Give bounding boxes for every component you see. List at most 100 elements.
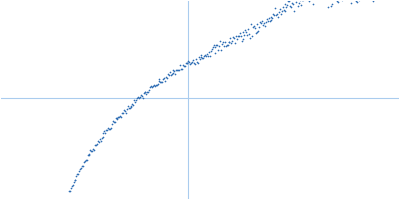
Point [156,79,163,82]
Point [280,8,287,11]
Point [117,114,124,118]
Point [236,34,242,38]
Point [250,24,257,27]
Point [192,62,198,65]
Point [300,0,306,1]
Point [104,129,110,132]
Point [282,2,289,6]
Point [72,179,79,182]
Point [280,5,286,8]
Point [224,43,231,46]
Point [96,137,103,140]
Point [245,27,251,30]
Point [271,13,278,16]
Point [263,21,269,24]
Point [95,139,101,142]
Point [287,5,293,8]
Point [190,59,196,62]
Point [264,17,270,20]
Point [154,84,160,87]
Point [248,22,254,25]
Point [110,119,116,122]
Point [131,98,138,102]
Point [260,23,266,26]
Point [234,38,240,41]
Point [272,7,278,10]
Point [254,30,261,33]
Point [182,64,188,67]
Point [270,12,276,16]
Point [246,33,252,36]
Point [68,184,75,187]
Point [127,106,134,109]
Point [325,5,332,8]
Point [172,72,178,75]
Point [294,4,301,7]
Point [207,54,213,58]
Point [100,131,107,134]
Point [151,83,157,87]
Point [173,69,180,72]
Point [305,0,311,1]
Point [120,111,126,114]
Point [99,136,106,139]
Point [205,55,211,58]
Point [239,38,246,41]
Point [269,16,276,19]
Point [194,60,200,63]
Point [81,161,87,164]
Point [268,16,275,19]
Point [244,33,250,37]
Point [89,150,96,153]
Point [152,83,159,87]
Point [328,4,334,8]
Point [80,164,86,168]
Point [94,142,100,146]
Point [107,127,113,130]
Point [334,0,340,3]
Point [92,143,98,146]
Point [250,26,256,29]
Point [85,154,92,157]
Point [78,167,84,170]
Point [174,69,180,72]
Point [144,90,150,93]
Point [211,52,218,55]
Point [241,33,248,36]
Point [278,12,284,15]
Point [126,106,133,109]
Point [290,2,296,5]
Point [178,67,184,70]
Point [154,82,161,85]
Point [273,13,279,17]
Point [98,139,104,142]
Point [196,55,202,58]
Point [132,100,138,103]
Point [199,57,206,60]
Point [253,22,260,25]
Point [238,40,245,43]
Point [267,19,274,22]
Point [157,80,164,84]
Point [229,39,236,42]
Point [76,170,82,173]
Point [129,103,136,106]
Point [143,92,150,95]
Point [275,15,281,19]
Point [96,141,102,144]
Point [201,54,208,57]
Point [222,41,228,44]
Point [145,90,152,93]
Point [306,0,312,3]
Point [184,62,191,65]
Point [121,109,127,112]
Point [148,84,154,87]
Point [186,61,192,64]
Point [301,0,307,1]
Point [114,117,121,120]
Point [216,44,222,47]
Point [177,63,183,66]
Point [194,61,201,64]
Point [122,110,128,113]
Point [188,61,194,64]
